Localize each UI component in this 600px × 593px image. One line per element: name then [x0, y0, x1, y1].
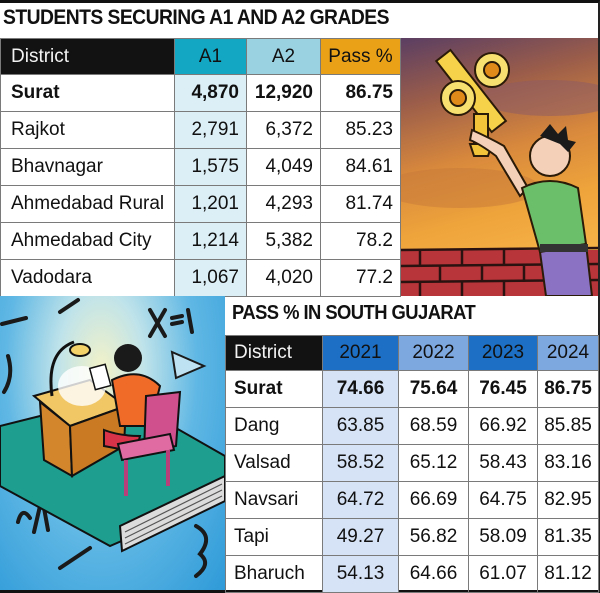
cell-district: Bharuch	[225, 555, 323, 593]
table1-title: STUDENTS SECURING A1 AND A2 GRADES	[3, 6, 389, 29]
table-row: Bharuch 54.13 64.66 61.07 81.12	[225, 555, 599, 593]
cell-2021: 49.27	[322, 518, 399, 556]
cell-district: Surat	[225, 370, 323, 408]
header-2022: 2022	[398, 335, 469, 371]
cell-2023: 61.07	[468, 555, 538, 593]
cell-2024: 86.75	[537, 370, 599, 408]
header-district: District	[225, 335, 323, 371]
cell-2021: 64.72	[322, 481, 399, 519]
cell-2024: 81.35	[537, 518, 599, 556]
trophy-illustration-icon	[400, 48, 598, 296]
cell-district: Ahmedabad Rural	[0, 185, 175, 223]
cell-2023: 76.45	[468, 370, 538, 408]
cell-2022: 66.69	[398, 481, 469, 519]
cell-2023: 66.92	[468, 407, 538, 445]
table-row: Ahmedabad Rural 1,201 4,293 81.74	[0, 185, 401, 223]
table-row: Ahmedabad City 1,214 5,382 78.2	[0, 222, 401, 260]
cell-pass: 78.2	[320, 222, 401, 260]
cell-2022: 56.82	[398, 518, 469, 556]
cell-pass: 77.2	[320, 259, 401, 297]
cell-2024: 85.85	[537, 407, 599, 445]
cell-a2: 4,293	[246, 185, 321, 223]
cell-district: Vadodara	[0, 259, 175, 297]
table-row: Vadodara 1,067 4,020 77.2	[0, 259, 401, 297]
cell-district: Tapi	[225, 518, 323, 556]
table-row: Bhavnagar 1,575 4,049 84.61	[0, 148, 401, 186]
table-row: Rajkot 2,791 6,372 85.23	[0, 111, 401, 149]
header-2023: 2023	[468, 335, 538, 371]
cell-2024: 81.12	[537, 555, 599, 593]
cell-district: Rajkot	[0, 111, 175, 149]
cell-a2: 4,020	[246, 259, 321, 297]
cell-a1: 1,067	[174, 259, 247, 297]
cell-a1: 4,870	[174, 74, 247, 112]
cell-2021: 74.66	[322, 370, 399, 408]
table-row: Surat 74.66 75.64 76.45 86.75	[225, 370, 599, 408]
cell-a1: 1,201	[174, 185, 247, 223]
header-a2: A2	[246, 38, 321, 75]
cell-2021: 54.13	[322, 555, 399, 593]
study-illustration-icon	[0, 298, 225, 578]
header-pass-percent: Pass %	[320, 38, 401, 75]
cell-2022: 65.12	[398, 444, 469, 482]
cell-pass: 85.23	[320, 111, 401, 149]
cell-a1: 1,214	[174, 222, 247, 260]
cell-2022: 64.66	[398, 555, 469, 593]
cell-a1: 1,575	[174, 148, 247, 186]
cell-2024: 82.95	[537, 481, 599, 519]
header-2024: 2024	[537, 335, 599, 371]
cell-a2: 4,049	[246, 148, 321, 186]
cell-2024: 83.16	[537, 444, 599, 482]
header-2021: 2021	[322, 335, 399, 371]
cell-district: Dang	[225, 407, 323, 445]
table-row: Dang 63.85 68.59 66.92 85.85	[225, 407, 599, 445]
table-row: Valsad 58.52 65.12 58.43 83.16	[225, 444, 599, 482]
cell-district: Surat	[0, 74, 175, 112]
man-raising-percent-trophy-icon	[400, 38, 598, 296]
cell-pass: 84.61	[320, 148, 401, 186]
header-district: District	[0, 38, 175, 75]
header-a1: A1	[174, 38, 247, 75]
grades-table: District A1 A2 Pass % Surat 4,870 12,920…	[0, 38, 401, 297]
table-row: Surat 4,870 12,920 86.75	[0, 74, 401, 112]
pass-table-header-row: District 2021 2022 2023 2024	[225, 335, 599, 371]
cell-pass: 86.75	[320, 74, 401, 112]
cell-2023: 58.09	[468, 518, 538, 556]
cell-district: Valsad	[225, 444, 323, 482]
cell-2021: 63.85	[322, 407, 399, 445]
cell-district: Ahmedabad City	[0, 222, 175, 260]
cell-district: Navsari	[225, 481, 323, 519]
cell-a1: 2,791	[174, 111, 247, 149]
cell-a2: 5,382	[246, 222, 321, 260]
cell-pass: 81.74	[320, 185, 401, 223]
cell-2023: 64.75	[468, 481, 538, 519]
cell-2022: 75.64	[398, 370, 469, 408]
cell-a2: 12,920	[246, 74, 321, 112]
south-gujarat-pass-table: District 2021 2022 2023 2024 Surat 74.66…	[225, 335, 599, 593]
cell-a2: 6,372	[246, 111, 321, 149]
table-row: Tapi 49.27 56.82 58.09 81.35	[225, 518, 599, 556]
cell-district: Bhavnagar	[0, 148, 175, 186]
student-studying-on-book-icon	[0, 296, 225, 590]
table2-title: PASS % IN SOUTH GUJARAT	[232, 302, 476, 324]
cell-2023: 58.43	[468, 444, 538, 482]
cell-2022: 68.59	[398, 407, 469, 445]
cell-2021: 58.52	[322, 444, 399, 482]
table-row: Navsari 64.72 66.69 64.75 82.95	[225, 481, 599, 519]
grades-table-header-row: District A1 A2 Pass %	[0, 38, 401, 75]
